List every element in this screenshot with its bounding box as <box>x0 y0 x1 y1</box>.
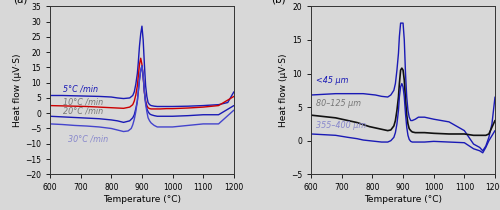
X-axis label: Temperature (°C): Temperature (°C) <box>364 195 442 204</box>
Text: 30°C /min: 30°C /min <box>68 135 108 144</box>
Y-axis label: Heat flow (μV·S): Heat flow (μV·S) <box>13 54 22 127</box>
Text: 5°C /min: 5°C /min <box>63 85 98 94</box>
Text: 20°C /min: 20°C /min <box>63 106 104 115</box>
X-axis label: Temperature (°C): Temperature (°C) <box>103 195 181 204</box>
Text: (b): (b) <box>270 0 285 5</box>
Text: 355–400 μm: 355–400 μm <box>316 121 366 130</box>
Y-axis label: Heat flow (μV·S): Heat flow (μV·S) <box>279 54 288 127</box>
Text: 80–125 μm: 80–125 μm <box>316 99 360 108</box>
Text: <45 μm: <45 μm <box>316 76 348 85</box>
Text: 10°C /min: 10°C /min <box>63 97 104 106</box>
Text: (a): (a) <box>13 0 28 5</box>
